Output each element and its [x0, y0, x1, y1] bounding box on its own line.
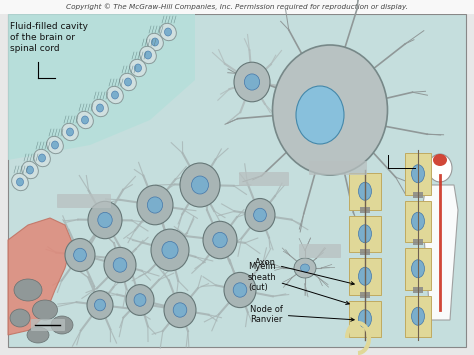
Ellipse shape — [245, 198, 275, 231]
Ellipse shape — [203, 221, 237, 259]
Ellipse shape — [358, 225, 372, 243]
Ellipse shape — [34, 149, 50, 167]
Ellipse shape — [140, 46, 156, 64]
Ellipse shape — [245, 74, 260, 90]
Ellipse shape — [433, 154, 447, 166]
Ellipse shape — [162, 241, 178, 258]
Ellipse shape — [224, 272, 256, 307]
Ellipse shape — [213, 233, 227, 248]
Ellipse shape — [113, 258, 127, 272]
Ellipse shape — [191, 176, 209, 194]
Ellipse shape — [107, 86, 123, 104]
Ellipse shape — [62, 123, 78, 141]
Bar — [360, 207, 370, 213]
Ellipse shape — [273, 45, 388, 175]
Polygon shape — [422, 185, 458, 320]
Ellipse shape — [294, 258, 316, 278]
Ellipse shape — [27, 327, 49, 343]
Bar — [349, 300, 381, 337]
Ellipse shape — [180, 163, 220, 207]
Ellipse shape — [38, 154, 46, 162]
Ellipse shape — [233, 283, 247, 297]
Ellipse shape — [164, 28, 172, 36]
Ellipse shape — [73, 248, 86, 262]
Bar — [360, 291, 370, 297]
Ellipse shape — [98, 212, 112, 228]
Ellipse shape — [66, 128, 73, 136]
FancyBboxPatch shape — [57, 194, 111, 208]
Ellipse shape — [88, 201, 122, 239]
Ellipse shape — [125, 78, 131, 86]
Ellipse shape — [428, 154, 452, 182]
Bar — [349, 258, 381, 295]
Ellipse shape — [411, 212, 425, 230]
Bar — [405, 248, 431, 289]
Ellipse shape — [137, 185, 173, 225]
Ellipse shape — [358, 310, 372, 328]
Ellipse shape — [234, 62, 270, 102]
Ellipse shape — [17, 178, 24, 186]
Ellipse shape — [104, 247, 136, 283]
Ellipse shape — [358, 182, 372, 200]
Ellipse shape — [94, 299, 106, 311]
Ellipse shape — [12, 173, 28, 191]
Text: Axon: Axon — [255, 258, 354, 285]
Ellipse shape — [301, 264, 310, 272]
Ellipse shape — [126, 285, 154, 315]
Ellipse shape — [130, 59, 146, 77]
Ellipse shape — [152, 38, 158, 46]
Bar — [405, 153, 431, 195]
Polygon shape — [8, 14, 195, 160]
Bar — [0, 0, 474, 14]
Text: Fluid-filled cavity
of the brain or
spinal cord: Fluid-filled cavity of the brain or spin… — [10, 22, 88, 53]
Ellipse shape — [358, 267, 372, 285]
Ellipse shape — [87, 291, 113, 319]
Ellipse shape — [160, 23, 176, 41]
Ellipse shape — [296, 86, 344, 144]
Ellipse shape — [52, 141, 58, 149]
Ellipse shape — [173, 303, 187, 317]
Ellipse shape — [254, 208, 266, 222]
Ellipse shape — [33, 300, 57, 320]
Ellipse shape — [77, 111, 93, 129]
FancyBboxPatch shape — [299, 244, 341, 258]
Ellipse shape — [82, 116, 89, 124]
Ellipse shape — [135, 64, 142, 72]
Bar — [349, 173, 381, 209]
FancyBboxPatch shape — [31, 319, 65, 331]
Ellipse shape — [65, 239, 95, 272]
Text: Myelin
sheath
(cut): Myelin sheath (cut) — [248, 262, 349, 305]
Bar — [405, 295, 431, 337]
Ellipse shape — [146, 33, 164, 51]
Bar — [413, 239, 423, 245]
Text: Copyright © The McGraw-Hill Companies, Inc. Permission required for reproduction: Copyright © The McGraw-Hill Companies, I… — [66, 4, 408, 10]
Ellipse shape — [111, 91, 118, 99]
Bar — [405, 201, 431, 242]
Ellipse shape — [164, 293, 196, 328]
Ellipse shape — [46, 136, 64, 154]
FancyBboxPatch shape — [309, 161, 367, 175]
Ellipse shape — [411, 165, 425, 183]
Ellipse shape — [51, 316, 73, 334]
Bar — [413, 286, 423, 293]
Bar — [413, 191, 423, 197]
Ellipse shape — [411, 307, 425, 325]
Ellipse shape — [147, 197, 163, 213]
Ellipse shape — [119, 73, 137, 91]
Ellipse shape — [151, 229, 189, 271]
Ellipse shape — [22, 161, 38, 179]
FancyBboxPatch shape — [239, 172, 289, 186]
Ellipse shape — [14, 279, 42, 301]
Ellipse shape — [134, 294, 146, 306]
Ellipse shape — [10, 309, 30, 327]
Ellipse shape — [411, 260, 425, 278]
Text: Node of
Ranvier: Node of Ranvier — [250, 305, 354, 324]
Bar — [360, 249, 370, 255]
Ellipse shape — [145, 51, 152, 59]
Ellipse shape — [91, 99, 109, 117]
Ellipse shape — [27, 166, 34, 174]
Bar — [349, 215, 381, 252]
Ellipse shape — [97, 104, 103, 112]
Polygon shape — [8, 218, 72, 335]
